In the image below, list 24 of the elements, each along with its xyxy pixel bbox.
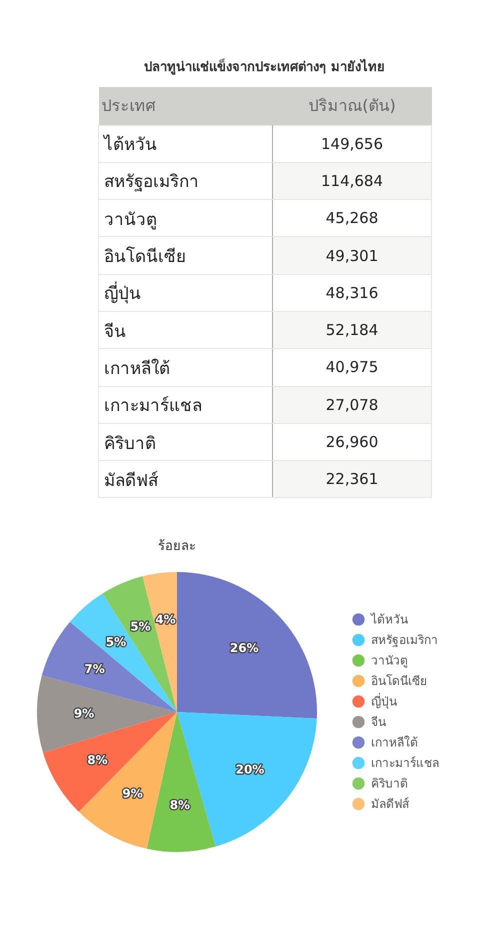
legend-label: ไต้หวัน bbox=[370, 612, 408, 626]
legend-label: วานัวตู bbox=[371, 654, 408, 668]
legend-label: ญี่ปุ่น bbox=[371, 692, 397, 710]
pie-slice bbox=[146, 712, 216, 852]
pie-slice bbox=[37, 675, 177, 753]
data-label: 4% bbox=[155, 612, 176, 627]
legend-label: เกาหลีใต้ bbox=[371, 736, 418, 750]
legend-label: มัลดีฟส์ bbox=[371, 797, 410, 811]
chart-title: ร้อยละ bbox=[158, 539, 196, 554]
data-label: 26% bbox=[230, 640, 259, 655]
data-label: 5% bbox=[130, 620, 151, 634]
data-label: 8% bbox=[170, 798, 190, 812]
data-label: 7% bbox=[84, 662, 105, 676]
data-label: 5% bbox=[106, 634, 126, 649]
data-label: 9% bbox=[74, 706, 94, 720]
legend-label: อินโดนีเซีย bbox=[371, 674, 427, 688]
legend-label: คิริบาติ bbox=[371, 776, 408, 790]
pie-slice bbox=[102, 576, 177, 712]
legend-label: เกาะมาร์แชล bbox=[371, 756, 439, 770]
data-label: 8% bbox=[87, 753, 108, 768]
legend-label: จีน bbox=[371, 715, 386, 729]
data-label: 20% bbox=[236, 762, 264, 777]
legend-label: สหรัฐอเมริกา bbox=[371, 633, 438, 647]
data-label: 9% bbox=[122, 786, 143, 801]
